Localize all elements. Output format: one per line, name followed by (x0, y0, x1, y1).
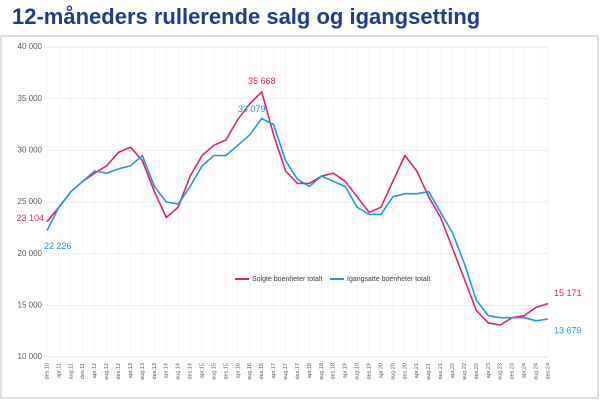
data-label: 35 668 (248, 76, 276, 86)
x-tick-label: des.24 (545, 363, 551, 380)
x-tick-label: apr.11 (56, 363, 62, 378)
y-tick-label: 15 000 (18, 300, 43, 309)
x-tick-label: apr.22 (450, 363, 456, 378)
data-label: 13 679 (554, 325, 582, 335)
x-tick-label: aug.18 (319, 363, 325, 380)
legend-label: Igangsatte boenheter totalt (347, 276, 430, 283)
x-tick-label: aug.17 (283, 363, 289, 380)
x-tick-label: aug.21 (426, 363, 432, 380)
x-tick-label: des.17 (295, 363, 301, 380)
x-tick-label: des.13 (152, 363, 158, 380)
data-label: 22 226 (44, 241, 72, 251)
x-tick-label: aug.24 (534, 363, 540, 380)
x-tick-label: aug.14 (176, 363, 182, 380)
x-tick-label: apr.14 (164, 363, 170, 378)
x-tick-label: aug.23 (498, 363, 504, 380)
x-tick-label: des.20 (402, 363, 408, 380)
x-tick-label: des.16 (259, 363, 265, 380)
x-tick-label: apr.18 (307, 363, 313, 378)
x-tick-label: des.23 (510, 363, 516, 380)
y-tick-label: 40 000 (18, 42, 43, 51)
x-tick-label: apr.17 (271, 363, 277, 378)
x-tick-label: apr.15 (200, 363, 206, 378)
x-tick-label: aug.11 (68, 363, 74, 379)
series-line (46, 91, 549, 326)
chart-title: 12-måneders rullerende salg og igangsett… (12, 4, 480, 29)
x-tick-label: apr.19 (343, 363, 349, 378)
x-tick-label: apr.16 (235, 363, 241, 378)
data-label: 33 079 (238, 104, 266, 114)
y-tick-label: 35 000 (18, 94, 43, 103)
x-tick-label: aug.22 (462, 363, 468, 380)
x-tick-label: des.22 (474, 363, 480, 380)
x-tick-label: des.19 (367, 363, 373, 380)
x-tick-label: des.15 (223, 363, 229, 380)
x-tick-label: des.11 (80, 363, 86, 379)
y-tick-label: 10 000 (18, 352, 43, 361)
x-tick-label: aug.13 (140, 363, 146, 380)
series-line (46, 117, 549, 322)
data-label: 15 171 (554, 288, 582, 298)
x-tick-label: aug.20 (390, 363, 396, 380)
x-tick-label: apr.20 (378, 363, 384, 378)
x-tick-label: aug.19 (355, 363, 361, 380)
x-tick-label: des.18 (331, 363, 337, 380)
x-tick-label: des.14 (188, 363, 194, 380)
x-tick-label: des.10 (44, 363, 50, 380)
x-tick-label: apr.13 (128, 363, 134, 378)
x-tick-label: des.21 (438, 363, 444, 380)
y-tick-label: 25 000 (18, 197, 43, 206)
x-tick-label: aug.12 (104, 363, 110, 380)
x-tick-label: apr.24 (522, 363, 528, 378)
x-tick-label: aug.15 (211, 363, 217, 380)
x-tick-label: apr.23 (486, 363, 492, 378)
y-tick-label: 30 000 (18, 145, 43, 154)
x-tick-label: apr.12 (92, 363, 98, 378)
chart-frame (0, 35, 599, 399)
x-tick-label: aug.16 (247, 363, 253, 380)
x-tick-label: des.12 (116, 363, 122, 380)
x-tick-label: apr.21 (414, 363, 420, 378)
y-tick-label: 20 000 (18, 249, 43, 258)
legend-label: Solgte boenheter totalt (252, 276, 322, 283)
data-label: 23 104 (16, 213, 44, 223)
